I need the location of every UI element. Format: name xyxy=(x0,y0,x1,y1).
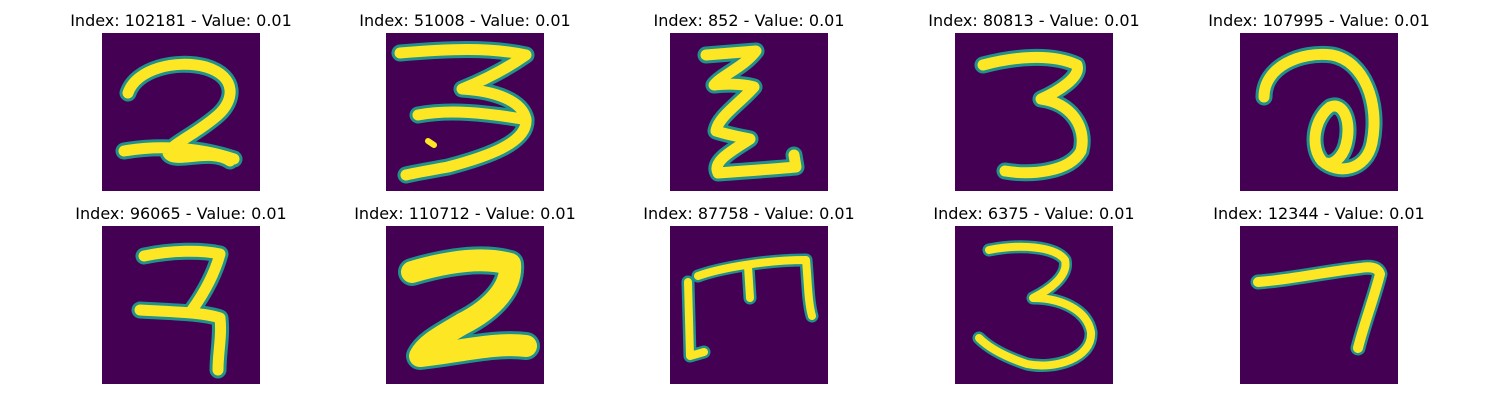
panel-2: Index: 51008 - Value: 0.01 xyxy=(320,11,610,191)
panel-title: Index: 6375 - Value: 0.01 xyxy=(933,204,1135,223)
panel-1: Index: 102181 - Value: 0.01 xyxy=(36,11,326,191)
panel-8: Index: 87758 - Value: 0.01 xyxy=(604,204,894,384)
panel-5: Index: 107995 - Value: 0.01 xyxy=(1174,11,1464,191)
digit-image xyxy=(955,226,1113,384)
panel-10: Index: 12344 - Value: 0.01 xyxy=(1174,204,1464,384)
digit-image xyxy=(955,33,1113,191)
panel-title: Index: 87758 - Value: 0.01 xyxy=(643,204,855,223)
digit-image xyxy=(102,33,260,191)
panel-title: Index: 102181 - Value: 0.01 xyxy=(70,11,292,30)
panel-6: Index: 96065 - Value: 0.01 xyxy=(36,204,326,384)
panel-title: Index: 51008 - Value: 0.01 xyxy=(359,11,571,30)
digit-image xyxy=(1240,33,1398,191)
panel-title: Index: 96065 - Value: 0.01 xyxy=(75,204,287,223)
panel-7: Index: 110712 - Value: 0.01 xyxy=(320,204,610,384)
digit-image xyxy=(1240,226,1398,384)
panel-title: Index: 110712 - Value: 0.01 xyxy=(354,204,576,223)
panel-9: Index: 6375 - Value: 0.01 xyxy=(889,204,1179,384)
panel-title: Index: 80813 - Value: 0.01 xyxy=(928,11,1140,30)
digit-image xyxy=(670,226,828,384)
digit-image xyxy=(670,33,828,191)
panel-3: Index: 852 - Value: 0.01 xyxy=(604,11,894,191)
digit-image xyxy=(102,226,260,384)
digit-image xyxy=(386,33,544,191)
panel-title: Index: 852 - Value: 0.01 xyxy=(653,11,845,30)
digit-image xyxy=(386,226,544,384)
panel-4: Index: 80813 - Value: 0.01 xyxy=(889,11,1179,191)
panel-title: Index: 12344 - Value: 0.01 xyxy=(1213,204,1425,223)
panel-title: Index: 107995 - Value: 0.01 xyxy=(1208,11,1430,30)
